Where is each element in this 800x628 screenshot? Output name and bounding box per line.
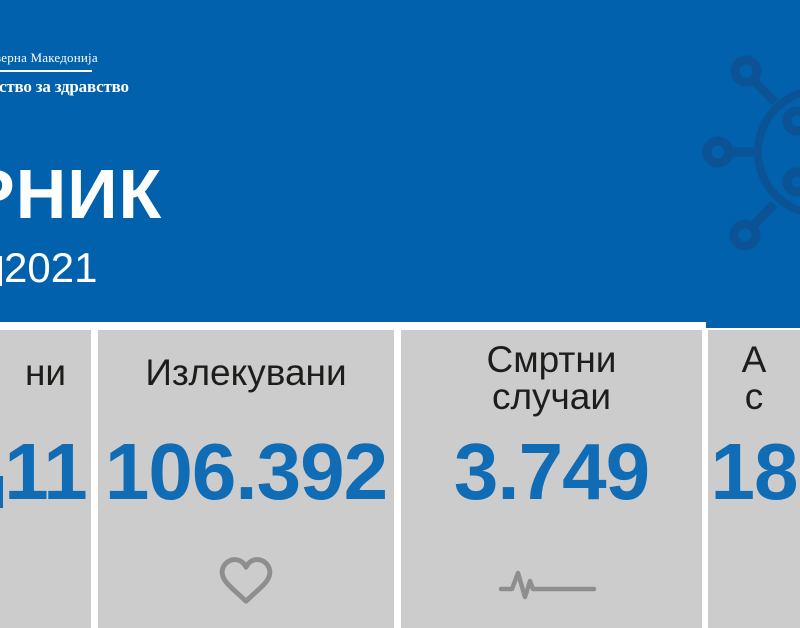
logo-republic-name: верна Македонија [0,50,98,65]
stat-value-clipped-digit [0,476,3,508]
stat-card-deaths: Смртни случаи 3.749 [401,330,702,628]
stat-label: Излекувани [145,352,347,393]
date-clipped-char [0,256,2,286]
stat-value: 106.392 [104,427,388,516]
logo-divider [0,70,92,72]
stat-card-recovered: Излекувани 106.392 [98,330,394,628]
stat-label-line2-fragment: с [744,376,764,417]
stat-value-fragment: 18 [710,427,799,516]
stat-label-fragment: ни [24,352,67,393]
page-title: РНИК [0,155,163,233]
stat-value: 3.749 [453,427,650,516]
stat-label-line1: Смртни [486,339,617,380]
stat-label-line2: случаи [491,376,612,417]
heart-outline-icon [219,557,273,604]
stat-card-clipped-right: А с 18 [708,330,800,628]
stat-card-clipped-left: ни 11 [0,330,91,628]
date-text: 2021 [4,244,98,291]
stat-value-fragment: 11 [4,427,88,516]
logo-ministry-name: ство за здравство [0,77,129,96]
coronavirus-icon [702,55,800,251]
heartbeat-pulse-icon [498,570,597,600]
stat-label-line1-fragment: А [741,339,767,380]
header-banner-extension [706,322,800,328]
header-banner: верна Македонија ство за здравство РНИК … [0,0,800,322]
